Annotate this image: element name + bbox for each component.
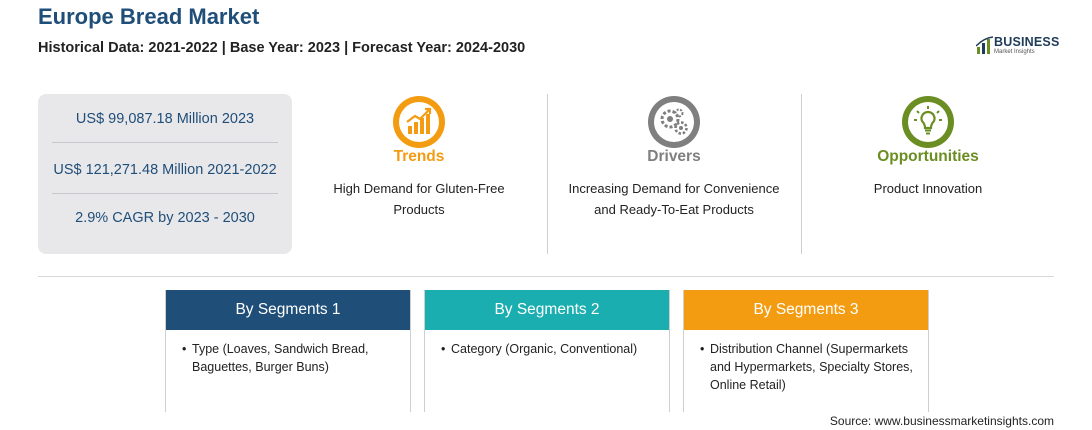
segment-1-item: Type (Loaves, Sandwich Bread, Baguettes,… [182, 340, 396, 376]
logo-tagline: Market Insights [994, 49, 1035, 55]
page-subtitle: Historical Data: 2021-2022 | Base Year: … [38, 40, 526, 56]
trend-chart-icon [391, 94, 447, 150]
trends-description: High Demand for Gluten-Free Products [333, 181, 505, 217]
divider-horizontal [38, 276, 1054, 277]
segment-1-list: Type (Loaves, Sandwich Bread, Baguettes,… [166, 330, 410, 376]
drivers-description: Increasing Demand for Convenience and Re… [568, 181, 780, 217]
stat-cagr: 2.9% CAGR by 2023 - 2030 [75, 210, 255, 226]
lightbulb-icon [900, 94, 956, 150]
divider-vertical [547, 94, 548, 254]
segment-3-title: By Segments 3 [684, 290, 928, 330]
stat-divider [52, 193, 278, 194]
segment-2-list: Category (Organic, Conventional) [425, 330, 669, 358]
stat-market-size-2023: US$ 99,087.18 Million 2023 [75, 111, 255, 127]
drivers-heading: Drivers [647, 148, 701, 165]
source-citation: Source: www.businessmarketinsights.com [829, 414, 1054, 428]
opportunities-description: Product Innovation [873, 181, 983, 196]
segment-2-item: Category (Organic, Conventional) [441, 340, 655, 358]
opportunities-heading: Opportunities [877, 148, 979, 165]
brand-logo[interactable]: BUSINESS Market Insights [976, 34, 1060, 60]
segment-1-title: By Segments 1 [166, 290, 410, 330]
bar-chart-logo-icon [976, 36, 994, 54]
segment-card-3: By Segments 3 Distribution Channel (Supe… [683, 290, 929, 412]
divider-vertical [801, 94, 802, 254]
gears-icon [646, 94, 702, 150]
page-title: Europe Bread Market [38, 4, 260, 29]
stat-divider [52, 142, 278, 143]
segment-card-2: By Segments 2 Category (Organic, Convent… [424, 290, 670, 412]
stat-market-size-historical: US$ 121,271.48 Million 2021-2022 [53, 162, 277, 178]
segment-card-1: By Segments 1 Type (Loaves, Sandwich Bre… [165, 290, 411, 412]
segment-3-list: Distribution Channel (Supermarkets and H… [684, 330, 928, 394]
logo-name: BUSINESS [994, 35, 1060, 49]
segment-2-title: By Segments 2 [425, 290, 669, 330]
market-stats-panel: US$ 99,087.18 Million 2023 US$ 121,271.4… [38, 94, 292, 254]
segment-3-item: Distribution Channel (Supermarkets and H… [700, 340, 914, 394]
trends-heading: Trends [393, 148, 445, 165]
